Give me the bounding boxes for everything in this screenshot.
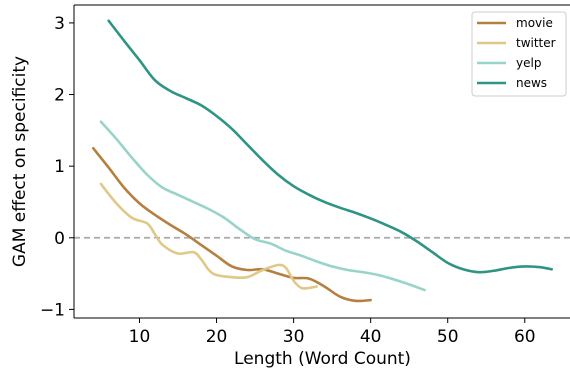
x-tick-label: 20	[206, 327, 228, 347]
x-tick-label: 50	[437, 327, 459, 347]
series-line-twitter	[99, 182, 319, 290]
legend-label-movie: movie	[516, 16, 553, 30]
series-line-movie	[91, 146, 372, 303]
x-tick-label: 40	[360, 327, 382, 347]
axes-layer	[73, 4, 570, 319]
x-axis-title: Length (Word Count)	[234, 349, 411, 369]
x-tick-label: 60	[514, 327, 536, 347]
x-tick-label: 10	[129, 327, 151, 347]
series-line-yelp	[99, 120, 426, 292]
y-tick-label: −1	[40, 300, 65, 320]
legend-label-yelp: yelp	[516, 56, 541, 70]
y-tick-label: 2	[54, 86, 65, 106]
x-tick-label: 30	[283, 327, 305, 347]
series-layer	[91, 19, 554, 303]
y-tick-label: 3	[54, 14, 65, 34]
series-line-news	[107, 19, 554, 274]
legend-label-twitter: twitter	[516, 36, 556, 50]
y-tick-label: 0	[54, 229, 65, 249]
legend-label-news: news	[516, 76, 547, 90]
ticks-layer: 10 20 30 40 50 60 −1 0 1 2 3	[40, 14, 536, 347]
y-axis-title: GAM effect on specificity	[10, 56, 30, 267]
legend-box	[471, 11, 567, 97]
legend: movie twitter yelp news	[471, 11, 567, 97]
y-tick-label: 1	[54, 157, 65, 177]
